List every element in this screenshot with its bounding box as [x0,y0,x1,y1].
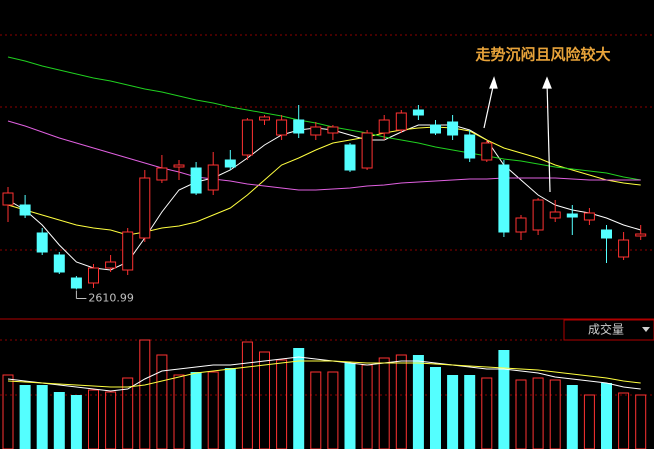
candle-body [105,261,117,269]
candle-body [412,109,424,116]
volume-label-box[interactable]: 成交量 [563,319,654,341]
volume-bar [430,367,441,449]
volume-bar [395,354,407,449]
candle-body [19,204,31,216]
volume-bar [36,385,48,449]
candle-body [361,132,373,169]
candle-body [583,212,595,221]
volume-bar [583,394,595,449]
volume-bar [224,368,236,449]
volume-bar [412,355,424,449]
candle-body [464,134,476,159]
candle-body [566,213,578,218]
volume-bar [53,392,65,449]
volume-bar [276,359,288,449]
candle-body [515,217,527,233]
volume-bar [156,354,168,449]
volume-bar [139,339,151,449]
volume-label[interactable]: 成交量 [588,322,624,337]
volume-label-frame[interactable] [563,319,654,341]
plot: 2610.99 [2,56,647,449]
candle-body [36,232,48,253]
volume-bar [190,372,202,449]
candle-body [447,121,459,136]
candle-body [310,126,322,136]
ma-line [7,56,641,181]
candle-body [259,116,270,121]
low-label: 2610.99 [88,292,133,305]
arrow-line [483,81,495,129]
ma-line [7,126,641,236]
volume-bar [635,394,647,449]
candle-body [532,199,544,231]
grid [0,34,654,396]
candle-body [395,112,407,131]
candle-body [190,167,202,194]
candle-body [139,177,151,239]
candle-body [224,159,236,168]
volume-bar [344,363,356,449]
volume-bar [293,348,305,449]
volume-bar [327,371,339,449]
candle-body [207,164,219,191]
volume-bar [70,395,82,449]
volume-bar [2,374,14,449]
arrow-line [546,81,551,193]
candle-body [618,239,630,258]
volume-bar [566,385,578,449]
annotation: 走势沉闷且风险较大 [475,46,610,64]
candle-body [481,142,493,161]
annotation-arrows [483,76,552,193]
volume-bar [122,377,134,449]
volume-bar [447,375,459,449]
volume-bar [173,374,185,449]
volume-bar [378,357,390,449]
candle-body [122,231,134,271]
arrow-head [489,76,498,89]
candle-body [70,277,82,289]
candle-body [498,164,510,233]
volume-bar [259,351,270,449]
candle-body [88,267,99,284]
candle-body [173,164,185,168]
candle-body [344,144,356,171]
candle-body [156,167,168,181]
candle-body [601,229,612,239]
ma-line [7,124,641,271]
volume-bar [532,377,544,449]
candle-body [635,233,647,237]
volume-bar [241,341,253,449]
volume-bar [549,379,561,449]
candle-body [430,124,441,134]
candle-body [2,192,14,206]
volume-bar [207,371,219,449]
candle-body [549,211,561,219]
candle-body [293,119,305,134]
volume-bar [361,364,373,449]
dropdown-arrow[interactable] [642,327,650,332]
candle-body [327,126,339,134]
candle-body [241,119,253,156]
volume-bar [618,392,630,449]
volume-bar [105,391,117,449]
ma-line [7,120,641,191]
volume-bar [464,375,476,449]
volume-bar [88,389,99,449]
volume-bar [481,377,493,449]
volume-bar [601,383,612,449]
volume-ma-line [7,360,641,388]
volume-bar [498,350,510,449]
volume-bar [310,371,322,449]
candle-body [378,119,390,134]
candle-body [53,254,65,273]
arrow-head [542,76,552,89]
candle-body [276,119,288,136]
volume-bar [19,385,31,449]
volume-ma-line [7,356,641,392]
volume-bar [515,379,527,449]
